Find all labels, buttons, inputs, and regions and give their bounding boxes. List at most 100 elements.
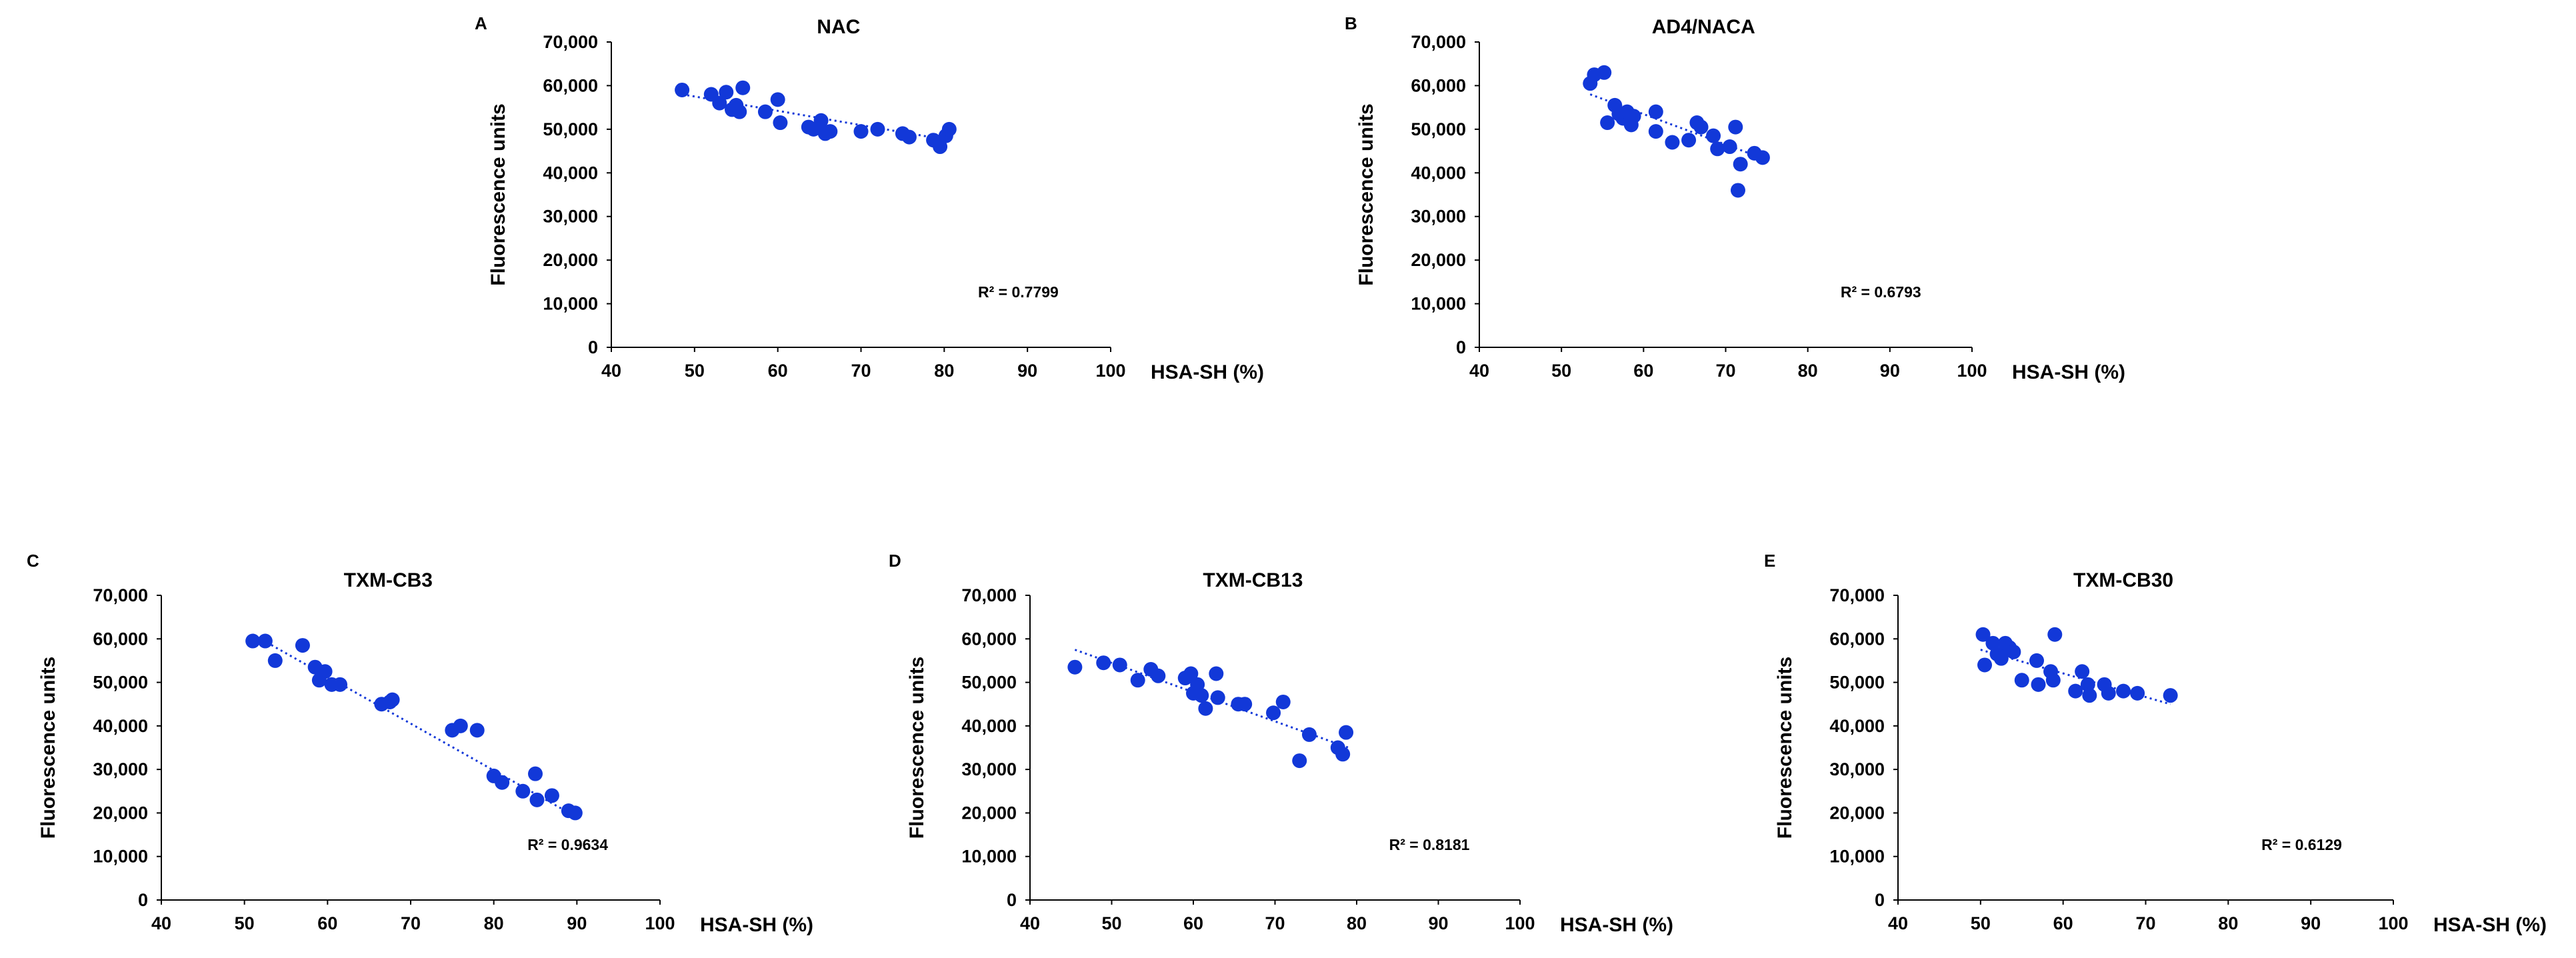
x-tick-label: 70 — [401, 913, 421, 933]
data-point — [732, 104, 747, 119]
y-tick-label: 10,000 — [1411, 294, 1466, 314]
y-tick-label: 20,000 — [543, 250, 598, 270]
y-tick-label: 40,000 — [1829, 716, 1885, 736]
chart-title: TXM-CB13 — [1203, 569, 1303, 591]
data-point — [712, 95, 727, 111]
panel-d: D TXM-CB13 0 10,000 20,000 30,000 40,000 50,000… — [889, 551, 1673, 936]
x-tick-label: 80 — [1798, 361, 1818, 381]
x-tick-label: 40 — [1888, 913, 1908, 933]
y-tick-label: 70,000 — [1411, 32, 1466, 52]
y-tick-label: 30,000 — [1829, 759, 1885, 779]
data-point — [1130, 673, 1145, 688]
y-tick-label: 0 — [1875, 890, 1885, 910]
panel-e: E TXM-CB30 0 10,000 20,000 30,000 40,000 50,000… — [1764, 551, 2547, 936]
data-point — [823, 124, 838, 139]
data-point — [1728, 119, 1743, 135]
data-point — [1301, 727, 1317, 742]
data-point — [257, 633, 273, 649]
y-tick-label: 20,000 — [961, 803, 1017, 823]
x-tick-label: 100 — [1095, 361, 1125, 381]
y-tick-label: 30,000 — [543, 207, 598, 227]
y-tick-label: 10,000 — [543, 294, 598, 314]
data-point — [1665, 135, 1680, 150]
y-tick-label: 70,000 — [961, 585, 1017, 605]
data-point — [333, 677, 348, 692]
y-tick-label: 60,000 — [93, 629, 148, 649]
y-tick-label: 60,000 — [1411, 75, 1466, 95]
y-tick-label: 50,000 — [961, 673, 1017, 693]
panel-letter: C — [27, 551, 39, 571]
y-tick-label: 60,000 — [961, 629, 1017, 649]
data-point — [2045, 673, 2061, 688]
y-axis-label: Fluorescence units — [906, 657, 928, 839]
data-point — [1733, 157, 1748, 172]
x-tick-label: 100 — [2378, 913, 2408, 933]
x-tick-label: 70 — [2135, 913, 2155, 933]
y-tick-label: 70,000 — [1829, 585, 1885, 605]
y-tick-label: 70,000 — [543, 32, 598, 52]
y-tick-label: 0 — [1007, 890, 1017, 910]
x-tick-label: 80 — [484, 913, 504, 933]
x-tick-label: 60 — [2053, 913, 2073, 933]
x-tick-label: 50 — [1551, 361, 1571, 381]
data-point — [2031, 677, 2046, 692]
panel-b: B AD4/NACA 0 10,000 20,000 30,000 40,000 50,000… — [1345, 13, 2125, 383]
data-point — [1275, 694, 1291, 709]
y-axis-label: Fluorescence units — [37, 657, 59, 839]
x-tick-label: 90 — [1428, 913, 1448, 933]
data-point — [385, 692, 400, 707]
data-point — [1067, 659, 1083, 675]
x-tick-label: 90 — [2301, 913, 2321, 933]
panel-letter: B — [1345, 13, 1357, 33]
data-point — [2116, 683, 2131, 699]
data-point — [317, 664, 333, 679]
x-tick-label: 60 — [768, 361, 788, 381]
data-point — [2068, 683, 2083, 699]
y-tick-label: 10,000 — [1829, 847, 1885, 867]
data-point — [1730, 183, 1745, 198]
data-point — [1112, 657, 1127, 673]
x-tick-label: 70 — [851, 361, 871, 381]
data-point — [1209, 666, 1224, 681]
data-point — [1975, 627, 1991, 642]
y-tick-label: 50,000 — [1829, 673, 1885, 693]
data-point — [773, 115, 788, 131]
data-point — [245, 633, 261, 649]
data-point — [719, 85, 734, 100]
data-point — [901, 129, 917, 145]
data-point — [1237, 697, 1253, 712]
chart-title: NAC — [817, 16, 860, 38]
y-tick-label: 20,000 — [93, 803, 148, 823]
y-tick-label: 0 — [138, 890, 148, 910]
y-tick-label: 40,000 — [961, 716, 1017, 736]
data-point — [853, 124, 869, 139]
x-tick-label: 90 — [1880, 361, 1900, 381]
x-tick-label: 50 — [1971, 913, 1991, 933]
x-tick-label: 100 — [1957, 361, 1987, 381]
x-axis-label: HSA-SH (%) — [700, 914, 813, 936]
data-point — [1710, 141, 1725, 157]
r-squared-label: R² = 0.9634 — [527, 836, 608, 853]
y-tick-label: 20,000 — [1829, 803, 1885, 823]
y-tick-label: 60,000 — [1829, 629, 1885, 649]
data-point — [1648, 104, 1663, 119]
data-point — [1194, 688, 1209, 703]
panel-c: C TXM-CB3 0 10,000 20,000 30,000 40,000 50,000 6… — [27, 551, 813, 936]
data-point — [295, 638, 310, 653]
y-tick-label: 0 — [1456, 337, 1466, 357]
data-point — [453, 718, 468, 733]
panel-letter: A — [475, 13, 487, 33]
data-point — [1210, 690, 1225, 705]
chart-title: TXM-CB30 — [2073, 569, 2173, 591]
x-tick-label: 100 — [645, 913, 675, 933]
y-tick-label: 0 — [588, 337, 598, 357]
data-point — [1993, 651, 2009, 666]
data-point — [544, 788, 559, 803]
r-squared-label: R² = 0.6793 — [1841, 283, 1921, 301]
data-point — [1722, 139, 1737, 155]
y-tick-label: 30,000 — [1411, 207, 1466, 227]
data-point — [675, 82, 690, 97]
data-point — [2130, 685, 2145, 701]
data-point — [529, 792, 545, 807]
data-point — [1335, 747, 1351, 762]
